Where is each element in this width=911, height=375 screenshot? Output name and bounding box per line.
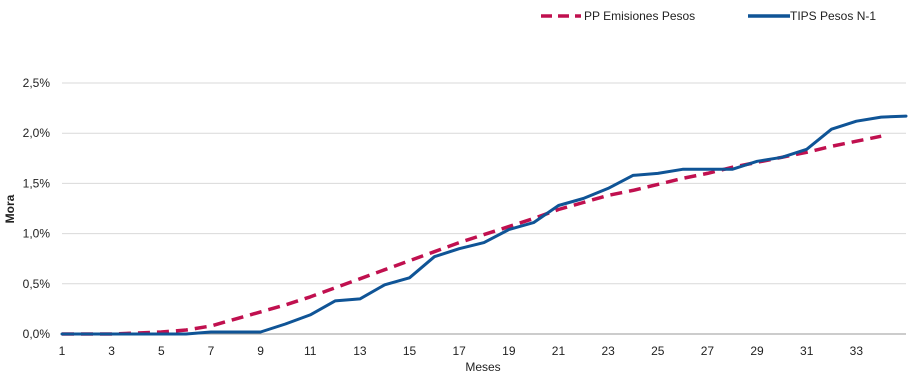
legend-label-pp-emisiones: PP Emisiones Pesos	[584, 9, 695, 23]
series-layer	[60, 114, 908, 336]
x-tick-label: 15	[403, 344, 417, 358]
legend-item-pp-emisiones: PP Emisiones Pesos	[541, 9, 695, 23]
legend-item-tips-pesos: TIPS Pesos N-1	[748, 9, 876, 23]
gridlines	[62, 82, 906, 285]
x-tick-label: 7	[208, 344, 215, 358]
x-tick-label: 9	[257, 344, 264, 358]
y-tick-label: 1,0%	[23, 227, 51, 241]
x-tick-label: 29	[750, 344, 764, 358]
x-tick-label: 13	[353, 344, 367, 358]
x-tick-labels: 1 3 5 7 9 11 13 15 17 19 21 23 25 27 29 31 33	[59, 344, 864, 358]
x-tick-label: 25	[651, 344, 665, 358]
x-tick-label: 11	[304, 344, 317, 358]
y-tick-label: 1,5%	[23, 176, 51, 190]
x-tick-label: 31	[800, 344, 814, 358]
series-line-0	[62, 134, 882, 336]
x-tick-label: 3	[108, 344, 115, 358]
x-tick-label: 27	[701, 344, 715, 358]
x-tick-label: 19	[502, 344, 516, 358]
x-tick-label: 1	[59, 344, 66, 358]
x-tick-label: 33	[850, 344, 864, 358]
y-tick-labels: 0,0% 0,5% 1,0% 1,5% 2,0% 2,5%	[23, 76, 51, 341]
x-tick-label: 17	[452, 344, 466, 358]
series-line-1	[60, 114, 908, 336]
y-tick-label: 0,0%	[23, 327, 51, 341]
legend-label-tips-pesos: TIPS Pesos N-1	[790, 9, 876, 23]
y-axis-title: Mora	[3, 194, 17, 223]
x-tick-label: 5	[158, 344, 165, 358]
legend: PP Emisiones Pesos TIPS Pesos N-1	[541, 9, 876, 23]
x-axis-title: Meses	[465, 360, 500, 374]
x-tick-label: 21	[552, 344, 566, 358]
y-tick-label: 2,5%	[23, 76, 51, 90]
y-tick-label: 2,0%	[23, 126, 51, 140]
y-tick-label: 0,5%	[23, 277, 51, 291]
x-tick-label: 23	[601, 344, 615, 358]
